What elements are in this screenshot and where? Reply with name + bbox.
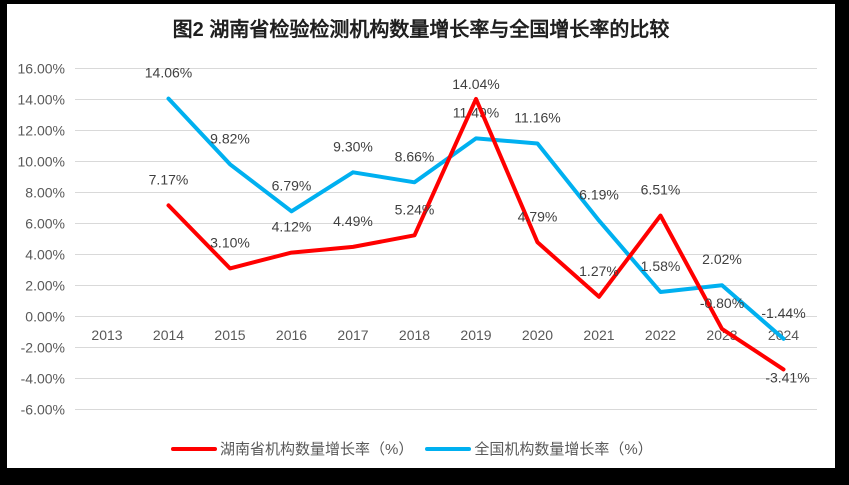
- legend-label-hunan: 湖南省机构数量增长率（%）: [220, 441, 414, 458]
- x-axis-year-label: 2017: [337, 327, 368, 343]
- y-axis-tick-label: 8.00%: [25, 185, 65, 201]
- data-label: 1.27%: [579, 263, 619, 279]
- chart-plot-area: 16.00% 14.00% 12.00% 10.00% 8.00% 6.00% 4.00% 2…: [18, 61, 817, 418]
- legend-item-hunan: 湖南省机构数量增长率（%）: [171, 438, 413, 459]
- legend-item-national: 全国机构数量增长率（%）: [425, 438, 653, 459]
- y-axis-tick-label: 0.00%: [25, 309, 65, 325]
- y-axis-tick-label: -4.00%: [21, 371, 65, 387]
- y-axis-tick-label: 4.00%: [25, 247, 65, 263]
- hunan-line-swatch-icon: [171, 446, 217, 451]
- data-label: 11.16%: [514, 110, 560, 126]
- y-axis-tick-label: 12.00%: [18, 123, 65, 139]
- x-axis-year-label: 2022: [645, 327, 676, 343]
- y-axis-tick-label: 2.00%: [25, 278, 65, 294]
- x-axis-year-label: 2014: [153, 327, 184, 343]
- data-label: -3.41%: [765, 369, 809, 385]
- y-axis-tick-label: -6.00%: [21, 402, 65, 418]
- x-axis-year-label: 2020: [522, 327, 553, 343]
- data-label: 1.58%: [641, 258, 681, 274]
- data-label: 6.51%: [641, 182, 681, 198]
- data-label: 14.04%: [452, 76, 499, 92]
- data-label: 9.30%: [333, 138, 373, 154]
- data-label: 7.17%: [149, 171, 189, 187]
- data-label: 4.79%: [518, 208, 558, 224]
- x-axis-year-label: 2016: [276, 327, 307, 343]
- y-axis-tick-label: 16.00%: [18, 61, 65, 77]
- data-label: 4.49%: [333, 213, 373, 229]
- data-label: 2.02%: [702, 251, 742, 267]
- chart-title: 图2 湖南省检验检测机构数量增长率与全国增长率的比较: [172, 19, 670, 41]
- y-axis-tick-label: 14.00%: [18, 92, 65, 108]
- y-axis-tick-label: 6.00%: [25, 216, 65, 232]
- data-label: 6.79%: [272, 177, 312, 193]
- chart-legend: 湖南省机构数量增长率（%） 全国机构数量增长率（%）: [171, 438, 653, 459]
- x-axis-year-label: 2015: [214, 327, 245, 343]
- data-label: 3.10%: [210, 234, 250, 250]
- data-label: -1.44%: [761, 305, 805, 321]
- chart-canvas: 图2 湖南省检验检测机构数量增长率与全国增长率的比较 16.00% 14.00% 1…: [7, 4, 835, 468]
- x-axis-year-label: 2018: [399, 327, 430, 343]
- x-axis-year-label: 2021: [583, 327, 614, 343]
- legend-label-national: 全国机构数量增长率（%）: [474, 441, 653, 458]
- data-label: -0.80%: [700, 295, 744, 311]
- data-label: 5.24%: [395, 201, 435, 217]
- data-label: 11.49%: [453, 104, 499, 120]
- y-axis-tick-label: -2.00%: [21, 340, 65, 356]
- x-axis-year-label: 2019: [460, 327, 491, 343]
- x-axis-year-label: 2023: [706, 327, 737, 343]
- data-label: 6.19%: [579, 187, 619, 203]
- data-label: 14.06%: [145, 65, 192, 81]
- data-label: 4.12%: [272, 219, 312, 235]
- data-label: 9.82%: [210, 130, 250, 146]
- series-line: [166, 96, 786, 341]
- data-label: 8.66%: [395, 148, 435, 164]
- y-axis-tick-label: 10.00%: [18, 154, 65, 170]
- x-axis-year-label: 2013: [91, 327, 122, 343]
- national-line-swatch-icon: [425, 446, 472, 451]
- series-line: [166, 96, 786, 372]
